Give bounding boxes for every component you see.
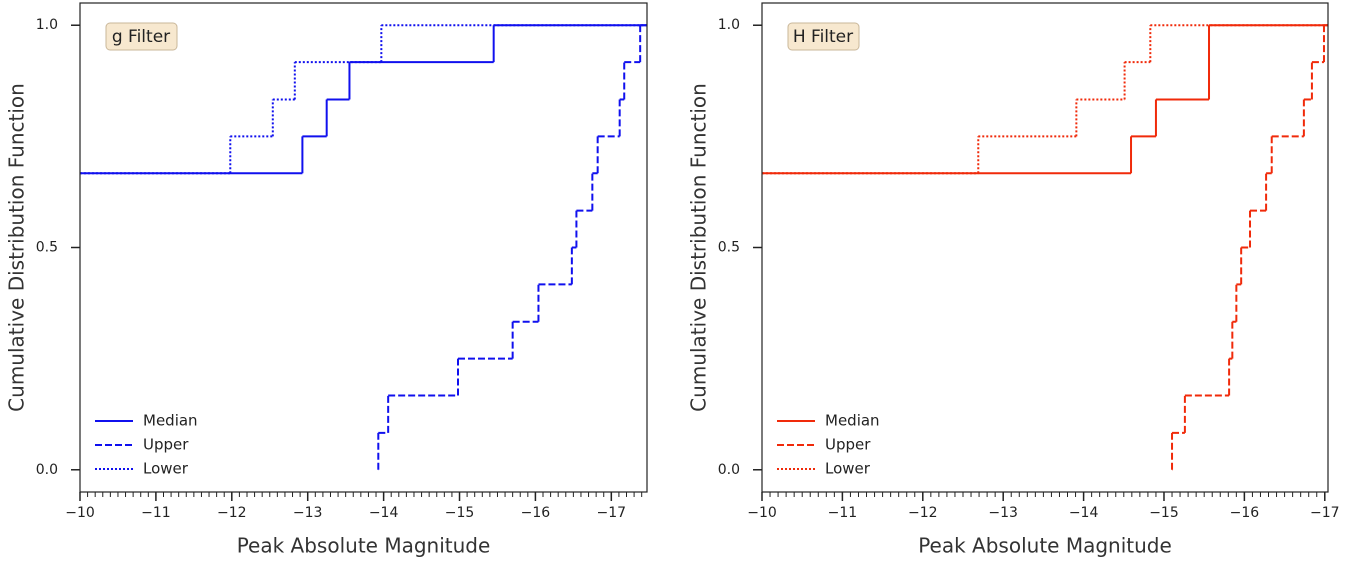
x-tick-label: −13 (988, 505, 1018, 521)
x-tick-label: −10 (747, 505, 777, 521)
y-tick-label: 0.0 (36, 462, 58, 478)
y-tick-label: 0.5 (718, 240, 740, 256)
x-tick-label: −11 (828, 505, 858, 521)
y-axis-label: Cumulative Distribution Function (687, 83, 711, 412)
x-tick-label: −14 (1069, 505, 1099, 521)
plot-area (762, 24, 1328, 470)
annotation-box (105, 22, 178, 51)
legend-label: Upper (825, 436, 871, 454)
x-tick-label: −15 (445, 505, 475, 521)
x-axis-label: Peak Absolute Magnitude (237, 534, 491, 558)
y-tick-label: 1.0 (718, 17, 740, 33)
x-tick-label: −11 (141, 505, 171, 521)
y-tick-label: 1.0 (36, 17, 58, 33)
x-tick-label: −16 (521, 505, 551, 521)
x-tick-label: −13 (293, 505, 323, 521)
plot-area (80, 24, 647, 470)
x-tick-label: −10 (65, 505, 95, 521)
x-tick-label: −15 (1149, 505, 1179, 521)
x-tick-label: −12 (908, 505, 938, 521)
x-tick-label: −16 (1230, 505, 1260, 521)
y-tick-label: 0.5 (36, 240, 58, 256)
y-tick-label: 0.0 (718, 462, 740, 478)
annotation-box (787, 22, 860, 51)
legend-label: Median (143, 412, 198, 430)
legend-label: Median (825, 412, 880, 430)
x-tick-label: −17 (597, 505, 627, 521)
legend-label: Lower (143, 460, 189, 478)
subplot: −10 −11 −12 −13 −14 −15 −16 −17 0.0 0.5 1.0 Peak Ab… (687, 2, 1340, 558)
annotation: H Filter (793, 27, 853, 47)
x-tick-label: −12 (217, 505, 247, 521)
x-tick-label: −17 (1310, 505, 1340, 521)
x-tick-label: −14 (369, 505, 399, 521)
y-axis-label: Cumulative Distribution Function (5, 83, 29, 412)
annotation: g Filter (112, 27, 170, 47)
legend-label: Lower (825, 460, 871, 478)
legend-label: Upper (143, 436, 189, 454)
x-axis-label: Peak Absolute Magnitude (918, 534, 1172, 558)
subplot: −10 −11 −12 −13 −14 −15 −16 −17 0.0 0.5 1.0 Peak Ab… (5, 2, 648, 558)
